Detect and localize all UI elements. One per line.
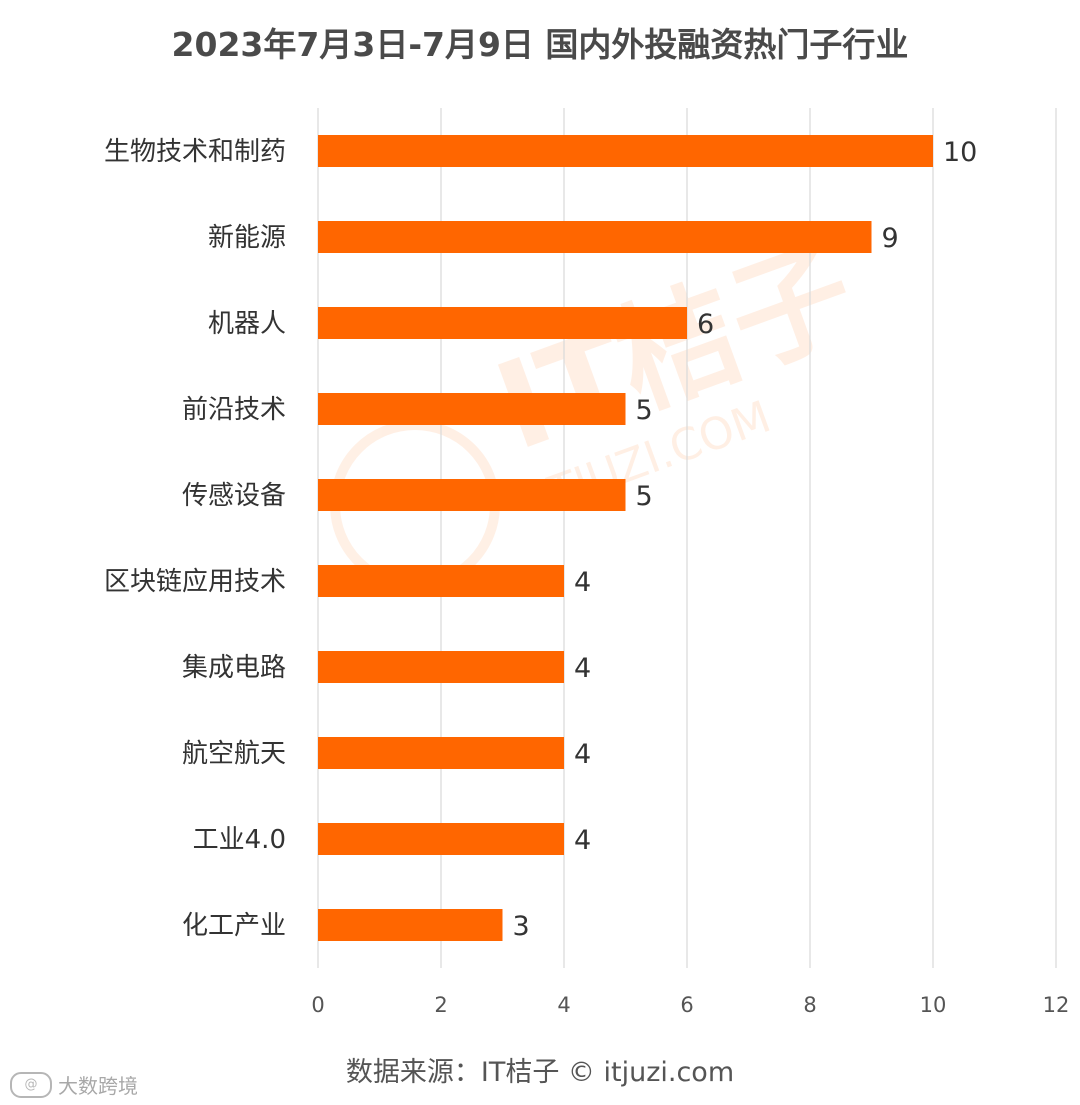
bar [318,823,564,855]
credit: @ 大数跨境 [10,1070,138,1099]
x-tick-label: 4 [557,993,570,1017]
category-label: 传感设备 [182,481,286,511]
x-axis-ticks: 0 2 4 6 8 10 12 [311,993,1069,1017]
category-labels: 生物技术和制药新能源机器人前沿技术传感设备区块链应用技术集成电路航空航天工业4.… [104,137,286,941]
bar [318,565,564,597]
credit-text: 大数跨境 [58,1074,138,1098]
chart-title: 2023年7月3日-7月9日 国内外投融资热门子行业 [171,25,909,64]
weibo-like-logo-icon: @ [10,1071,52,1098]
category-label: 工业4.0 [193,825,286,855]
bar [318,909,503,941]
bar [318,221,872,253]
bar-chart: 生物技术和制药新能源机器人前沿技术传感设备区块链应用技术集成电路航空航天工业4.… [104,108,1069,1017]
x-tick-label: 8 [803,993,816,1017]
bars [318,135,933,941]
x-tick-label: 2 [434,993,447,1017]
data-label: 9 [882,223,899,254]
category-label: 集成电路 [182,653,286,683]
category-label: 区块链应用技术 [104,567,286,597]
category-label: 前沿技术 [182,395,286,425]
bar [318,737,564,769]
category-label: 航空航天 [182,739,286,769]
data-source-note: 数据来源：IT桔子 © itjuzi.com [345,1057,735,1088]
category-label: 生物技术和制药 [104,137,286,167]
x-tick-label: 12 [1043,993,1070,1017]
bar [318,307,687,339]
data-label: 3 [513,911,530,942]
data-label: 5 [636,395,653,426]
bar [318,393,626,425]
bar [318,651,564,683]
category-label: 化工产业 [182,911,286,941]
category-label: 机器人 [208,309,286,339]
bar [318,135,933,167]
bar [318,479,626,511]
x-tick-label: 10 [920,993,947,1017]
data-label: 4 [574,567,591,598]
data-label: 4 [574,739,591,770]
category-label: 新能源 [208,223,286,253]
x-tick-label: 6 [680,993,693,1017]
data-label: 5 [636,481,653,512]
data-label: 10 [943,137,977,168]
data-label: 4 [574,825,591,856]
x-tick-label: 0 [311,993,324,1017]
data-labels: 10 9 6 5 5 4 4 4 4 3 [513,137,978,942]
data-label: 4 [574,653,591,684]
data-label: 6 [697,309,714,340]
